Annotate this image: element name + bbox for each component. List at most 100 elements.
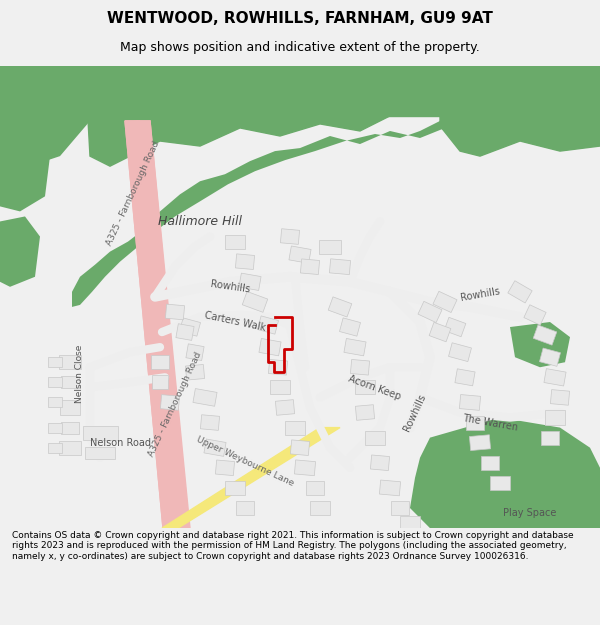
Polygon shape — [0, 141, 50, 211]
Polygon shape — [510, 322, 570, 368]
Polygon shape — [137, 121, 188, 528]
Text: Contains OS data © Crown copyright and database right 2021. This information is : Contains OS data © Crown copyright and d… — [12, 531, 574, 561]
Bar — [59, 441, 81, 455]
Bar — [350, 359, 370, 375]
Bar — [365, 431, 385, 444]
Bar — [242, 291, 268, 312]
Bar — [391, 501, 409, 515]
Text: Rowhills: Rowhills — [402, 392, 428, 432]
Bar — [379, 480, 401, 496]
Bar — [301, 259, 320, 274]
Bar — [370, 455, 389, 471]
Bar — [533, 325, 557, 345]
Bar — [508, 281, 532, 303]
Bar — [179, 318, 200, 336]
Polygon shape — [125, 121, 175, 528]
Bar — [61, 376, 79, 388]
Bar — [61, 421, 79, 434]
Bar — [433, 291, 457, 312]
Bar — [449, 342, 472, 362]
Bar — [259, 339, 281, 356]
Text: Hallimore Hill: Hallimore Hill — [158, 215, 242, 228]
Polygon shape — [162, 428, 340, 528]
Bar — [550, 389, 569, 405]
Bar — [204, 439, 226, 456]
Bar — [236, 501, 254, 515]
Bar — [355, 381, 375, 394]
Bar — [85, 447, 115, 459]
Text: A325 - Farnborough Road: A325 - Farnborough Road — [147, 350, 203, 458]
Bar — [235, 254, 254, 269]
Text: Carters Walk: Carters Walk — [203, 311, 266, 333]
Bar — [152, 375, 168, 389]
Bar — [455, 369, 475, 386]
Bar — [418, 301, 442, 322]
Bar — [469, 435, 491, 451]
Bar — [340, 318, 361, 336]
Bar — [200, 415, 220, 431]
Bar — [524, 305, 546, 325]
Bar — [290, 440, 310, 456]
Bar — [59, 355, 81, 369]
Bar — [328, 297, 352, 317]
Text: Acorn Keep: Acorn Keep — [347, 373, 403, 401]
Text: Map shows position and indicative extent of the property.: Map shows position and indicative extent… — [120, 41, 480, 54]
Bar — [185, 364, 205, 380]
Text: WENTWOOD, ROWHILLS, FARNHAM, GU9 9AT: WENTWOOD, ROWHILLS, FARNHAM, GU9 9AT — [107, 11, 493, 26]
Text: Nelson Road: Nelson Road — [89, 438, 151, 448]
Text: Nelson Close: Nelson Close — [76, 345, 85, 404]
Text: Rowhills: Rowhills — [460, 286, 500, 303]
Bar — [176, 324, 194, 341]
Bar — [225, 481, 245, 495]
Polygon shape — [125, 121, 190, 528]
Bar — [329, 259, 350, 274]
Bar — [275, 399, 295, 415]
Bar — [400, 516, 420, 530]
Bar — [539, 348, 560, 366]
Bar — [429, 322, 451, 342]
Bar — [355, 405, 374, 420]
Bar — [48, 442, 62, 452]
Bar — [48, 357, 62, 367]
Bar — [310, 501, 330, 515]
Polygon shape — [410, 418, 600, 528]
Bar — [257, 316, 278, 334]
Bar — [160, 394, 179, 410]
Bar — [481, 456, 499, 470]
Bar — [285, 421, 305, 434]
Bar — [151, 355, 169, 369]
Text: The Warren: The Warren — [461, 412, 518, 432]
Bar — [48, 398, 62, 408]
Bar — [466, 416, 484, 429]
Polygon shape — [0, 216, 40, 287]
Bar — [215, 460, 235, 476]
Bar — [280, 229, 299, 244]
Text: Upper Weybourne Lane: Upper Weybourne Lane — [195, 435, 295, 488]
Bar — [344, 339, 366, 356]
Polygon shape — [0, 66, 600, 307]
Text: Rowhills: Rowhills — [209, 279, 251, 294]
Bar — [295, 460, 316, 476]
Bar — [545, 411, 565, 424]
Bar — [48, 422, 62, 432]
Bar — [60, 401, 80, 414]
Bar — [48, 378, 62, 388]
Bar — [193, 389, 217, 406]
Bar — [444, 318, 466, 337]
Bar — [490, 476, 510, 490]
Bar — [239, 273, 261, 291]
Bar — [83, 426, 118, 439]
Polygon shape — [0, 66, 90, 186]
Bar — [541, 431, 559, 444]
Polygon shape — [440, 66, 600, 156]
Bar — [186, 344, 204, 361]
Polygon shape — [85, 66, 600, 166]
Bar — [319, 239, 341, 254]
Bar — [225, 234, 245, 249]
Bar — [306, 481, 324, 495]
Bar — [270, 381, 290, 394]
Bar — [268, 359, 287, 375]
Bar — [166, 304, 185, 320]
Bar — [460, 394, 481, 411]
Bar — [289, 246, 311, 263]
